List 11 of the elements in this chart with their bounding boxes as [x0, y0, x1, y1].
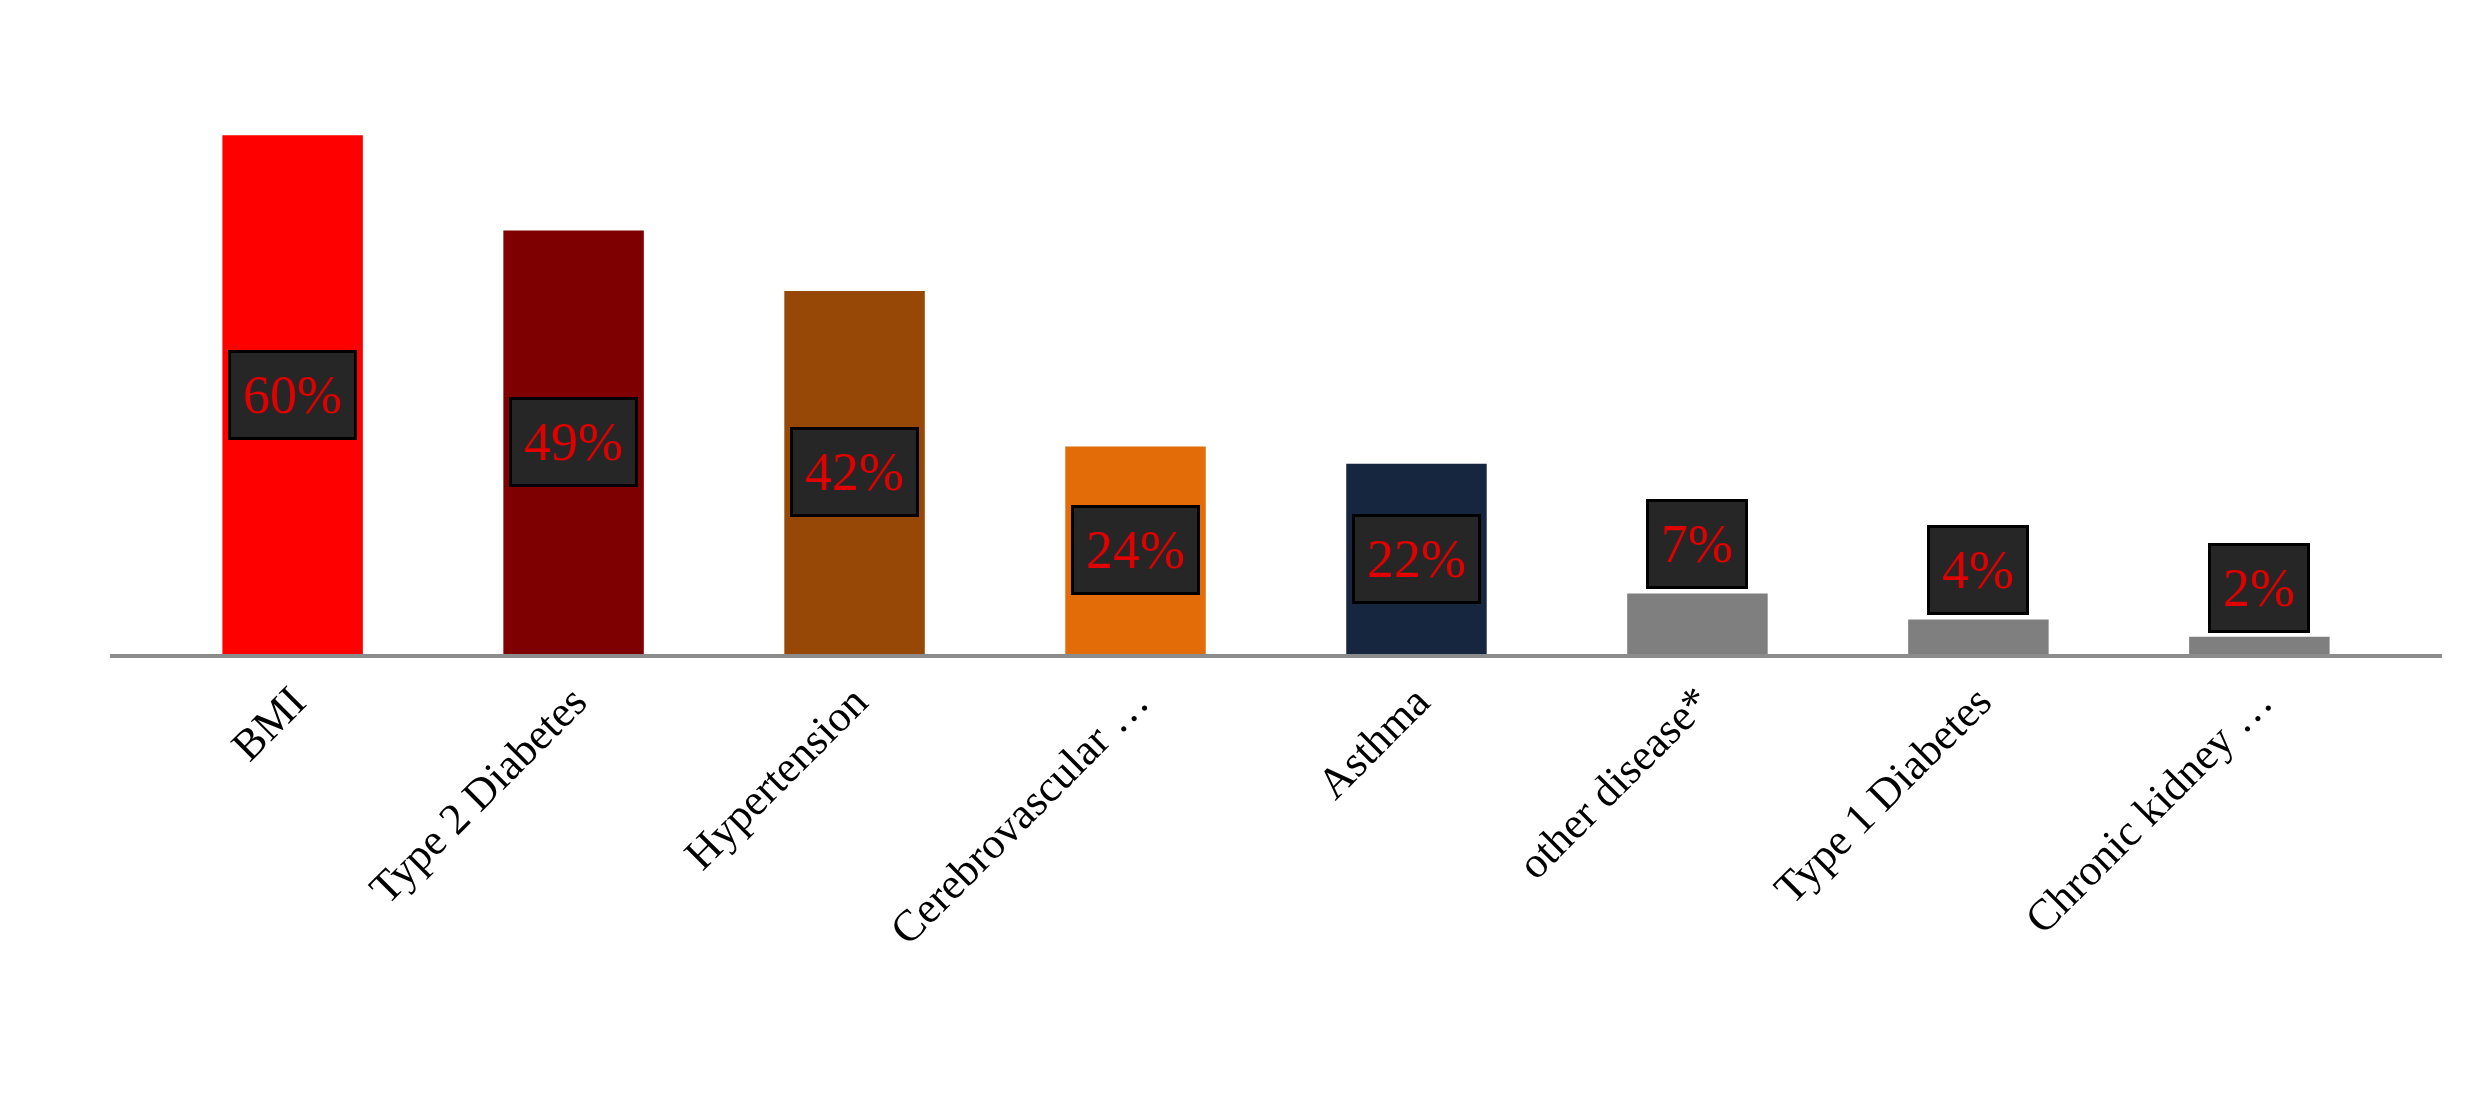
data-label: 2% — [2223, 558, 2295, 618]
bar — [1908, 619, 2049, 654]
data-label: 24% — [1086, 520, 1185, 580]
data-label: 7% — [1661, 514, 1733, 574]
data-label: 49% — [524, 412, 623, 472]
bar — [2189, 636, 2330, 654]
data-label: 4% — [1942, 540, 2014, 600]
bar — [1627, 593, 1768, 654]
data-label: 60% — [243, 365, 342, 425]
data-label: 22% — [1367, 529, 1466, 589]
data-label: 42% — [805, 442, 904, 502]
